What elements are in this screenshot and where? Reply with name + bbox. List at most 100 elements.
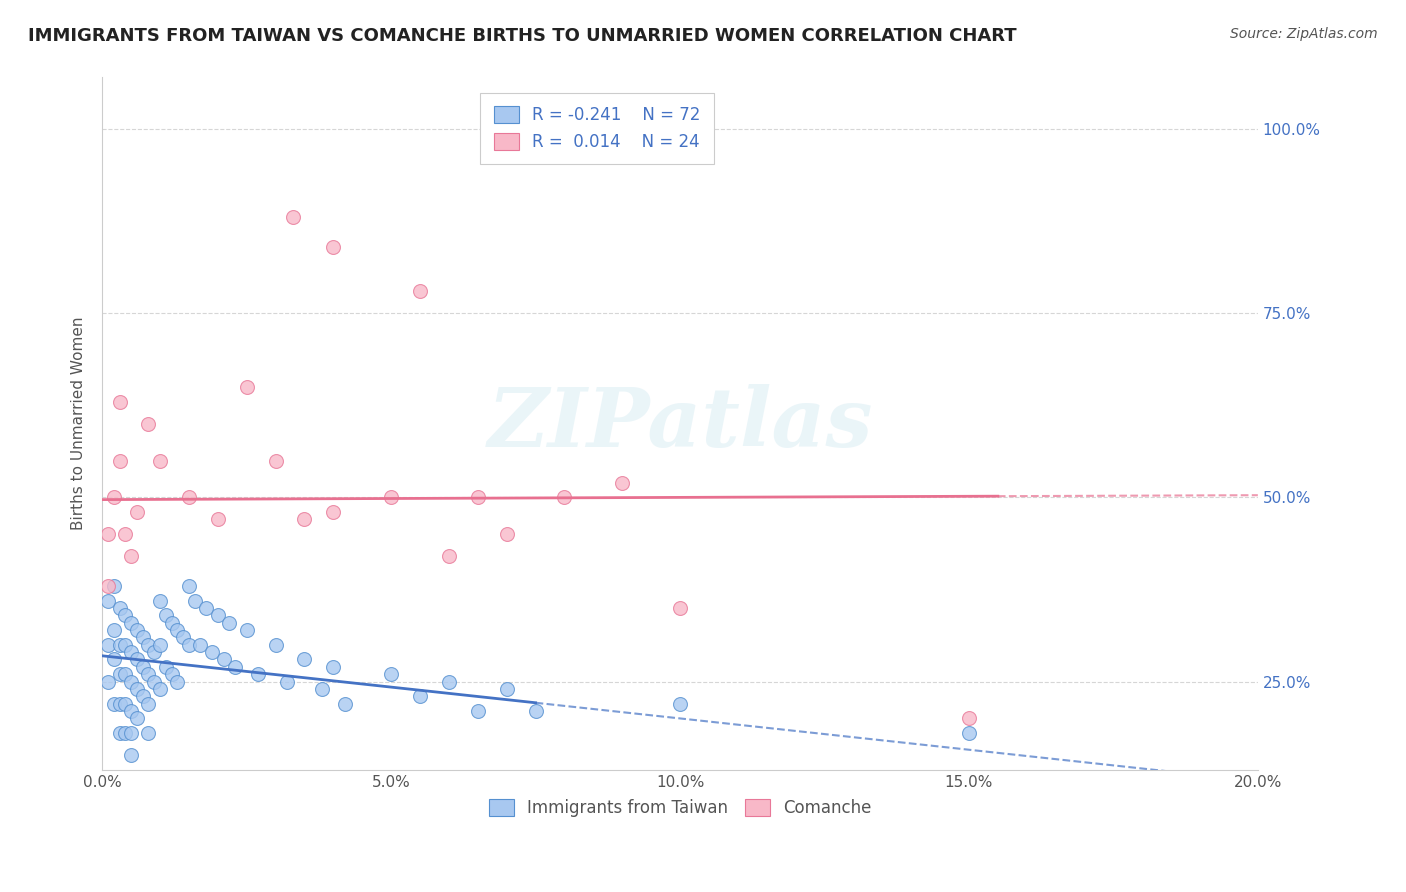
Text: ZIPatlas: ZIPatlas: [488, 384, 873, 464]
Point: [108, 394, 131, 409]
Point: [97, 527, 120, 541]
Point: [276, 674, 298, 689]
Point: [125, 623, 148, 637]
Point: [114, 697, 136, 711]
Point: [166, 674, 188, 689]
Point: [409, 284, 432, 298]
Point: [553, 491, 575, 505]
Point: [380, 667, 402, 681]
Point: [120, 726, 142, 740]
Point: [160, 615, 183, 630]
Point: [138, 697, 160, 711]
Point: [380, 491, 402, 505]
Point: [108, 601, 131, 615]
Point: [669, 122, 692, 136]
Point: [166, 623, 188, 637]
Point: [114, 667, 136, 681]
Point: [120, 549, 142, 564]
Point: [149, 681, 172, 696]
Point: [218, 615, 240, 630]
Point: [281, 211, 304, 225]
Point: [190, 638, 212, 652]
Point: [495, 681, 517, 696]
Point: [311, 681, 333, 696]
Point: [143, 674, 166, 689]
Point: [131, 690, 153, 704]
Point: [322, 505, 344, 519]
Point: [97, 579, 120, 593]
Point: [97, 674, 120, 689]
Point: [103, 623, 125, 637]
Point: [160, 667, 183, 681]
Point: [195, 601, 218, 615]
Point: [103, 579, 125, 593]
Point: [125, 505, 148, 519]
Point: [495, 527, 517, 541]
Point: [524, 704, 547, 718]
Point: [138, 726, 160, 740]
Point: [125, 652, 148, 666]
Text: IMMIGRANTS FROM TAIWAN VS COMANCHE BIRTHS TO UNMARRIED WOMEN CORRELATION CHART: IMMIGRANTS FROM TAIWAN VS COMANCHE BIRTH…: [28, 27, 1017, 45]
Point: [669, 697, 692, 711]
Point: [264, 453, 287, 467]
Point: [155, 660, 177, 674]
Point: [207, 512, 229, 526]
Point: [120, 674, 142, 689]
Point: [149, 593, 172, 607]
Point: [247, 667, 270, 681]
Point: [177, 638, 200, 652]
Point: [235, 380, 257, 394]
Point: [149, 638, 172, 652]
Point: [294, 512, 316, 526]
Point: [177, 579, 200, 593]
Point: [108, 726, 131, 740]
Point: [114, 638, 136, 652]
Point: [333, 697, 356, 711]
Point: [207, 608, 229, 623]
Point: [120, 645, 142, 659]
Point: [155, 608, 177, 623]
Point: [120, 615, 142, 630]
Point: [138, 667, 160, 681]
Point: [120, 704, 142, 718]
Point: [143, 645, 166, 659]
Point: [669, 601, 692, 615]
Point: [294, 652, 316, 666]
Point: [108, 667, 131, 681]
Point: [149, 453, 172, 467]
Point: [437, 549, 460, 564]
Point: [177, 491, 200, 505]
Y-axis label: Births to Unmarried Women: Births to Unmarried Women: [72, 317, 86, 531]
Text: Source: ZipAtlas.com: Source: ZipAtlas.com: [1230, 27, 1378, 41]
Point: [437, 674, 460, 689]
Point: [114, 527, 136, 541]
Point: [467, 704, 489, 718]
Point: [131, 631, 153, 645]
Point: [957, 726, 980, 740]
Point: [103, 652, 125, 666]
Point: [131, 660, 153, 674]
Point: [97, 593, 120, 607]
Point: [264, 638, 287, 652]
Point: [103, 491, 125, 505]
Point: [125, 711, 148, 725]
Point: [114, 726, 136, 740]
Point: [108, 638, 131, 652]
Point: [224, 660, 246, 674]
Point: [114, 608, 136, 623]
Point: [322, 660, 344, 674]
Point: [183, 593, 205, 607]
Point: [103, 697, 125, 711]
Point: [138, 638, 160, 652]
Point: [138, 417, 160, 431]
Point: [235, 623, 257, 637]
Point: [108, 697, 131, 711]
Point: [97, 638, 120, 652]
Point: [409, 690, 432, 704]
Point: [108, 453, 131, 467]
Point: [957, 711, 980, 725]
Legend: Immigrants from Taiwan, Comanche: Immigrants from Taiwan, Comanche: [482, 792, 877, 824]
Point: [172, 631, 194, 645]
Point: [125, 681, 148, 696]
Point: [201, 645, 224, 659]
